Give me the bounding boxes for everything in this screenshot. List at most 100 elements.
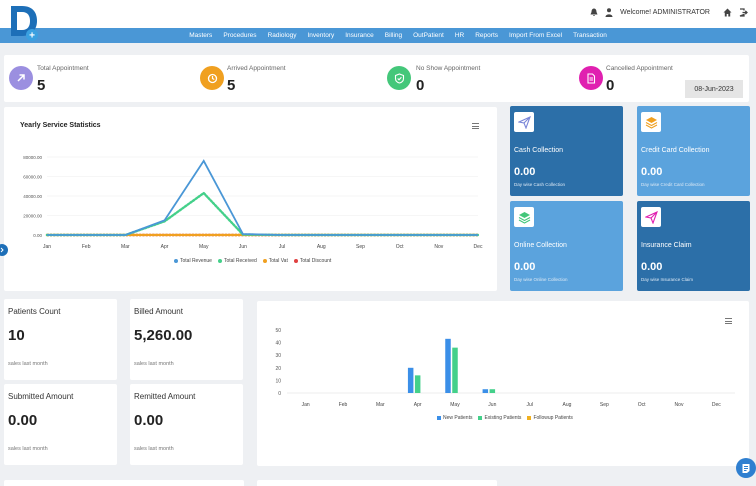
metric-subtitle: sales last month <box>134 361 174 367</box>
tile-title: Cash Collection <box>514 147 564 154</box>
metric-title: Submitted Amount <box>8 392 74 401</box>
metric-value: 5,260.00 <box>134 327 193 344</box>
nav-transaction[interactable]: Transaction <box>573 32 607 39</box>
nav-reports[interactable]: Reports <box>475 32 498 39</box>
stat-label: Arrived Appointment <box>227 65 286 72</box>
legend-item[interactable]: Total Discount <box>293 258 332 264</box>
top-bar: Welcome! ADMINISTRATOR <box>0 0 756 28</box>
logo-plus: + <box>29 31 35 42</box>
legend-item[interactable]: Total Received <box>217 258 257 264</box>
metric-submitted-amount: Submitted Amount 0.00 sales last month <box>4 384 117 465</box>
nav-masters[interactable]: Masters <box>189 32 213 39</box>
line-chart: 0.00 20000.00 40000.00 60000.00 80000.00 Jan F… <box>23 155 483 250</box>
line-chart-legend: Total Revenue Total Received Total Vat Tota… <box>174 258 331 264</box>
bar-new-patients <box>482 389 489 393</box>
x-tick-label: Feb <box>82 244 91 250</box>
x-tick-label: Nov <box>675 402 684 408</box>
metric-title: Patients Count <box>8 307 61 316</box>
y-tick-label: 50 <box>275 328 281 334</box>
x-tick-label: Aug <box>563 402 572 408</box>
metric-billed-amount: Billed Amount 5,260.00 sales last month <box>130 299 243 380</box>
metric-remitted-amount: Remitted Amount 0.00 sales last month <box>130 384 243 465</box>
legend-label: Existing Patients <box>484 415 522 421</box>
legend-marker <box>527 416 532 420</box>
nav-radiology[interactable]: Radiology <box>267 32 297 39</box>
bell-icon[interactable] <box>590 8 598 17</box>
metric-subtitle: sales last month <box>134 446 174 452</box>
user-icon[interactable] <box>605 8 613 17</box>
legend-item[interactable]: New Patients <box>437 415 472 421</box>
x-tick-label: Nov <box>434 244 443 250</box>
tile-cash-collection[interactable]: Cash Collection 0.00 Day wise Cash Colle… <box>510 106 623 196</box>
nav-hr[interactable]: HR <box>454 32 465 39</box>
sidebar-toggle-button[interactable] <box>0 244 8 256</box>
legend-marker <box>478 416 483 420</box>
hamburger-menu-icon[interactable] <box>725 318 732 324</box>
header-actions: Welcome! ADMINISTRATOR <box>590 8 748 17</box>
welcome-text: Welcome! ADMINISTRATOR <box>620 9 710 16</box>
bottom-card-left <box>4 480 244 486</box>
nav-billing[interactable]: Billing <box>384 32 403 39</box>
tile-value: 0.00 <box>514 166 536 178</box>
x-tick-label: Mar <box>121 244 130 250</box>
nav-import-from-excel[interactable]: Import From Excel <box>509 32 563 39</box>
tile-title: Online Collection <box>514 242 567 249</box>
note-icon <box>742 463 750 473</box>
legend-label: Total Revenue <box>180 258 212 264</box>
y-tick-label: 30 <box>275 353 281 359</box>
stat-label: Cancelled Appointment <box>606 65 673 72</box>
tile-online-collection[interactable]: Online Collection 0.00 Day wise Online C… <box>510 201 623 291</box>
legend-item[interactable]: Followup Patients <box>527 415 573 421</box>
legend-marker <box>217 259 222 263</box>
home-icon[interactable] <box>723 8 732 17</box>
legend-label: Total Discount <box>299 258 332 264</box>
metric-value: 10 <box>8 327 25 344</box>
logout-icon[interactable] <box>739 8 748 17</box>
nav-outpatient[interactable]: OutPatient <box>413 32 444 39</box>
x-tick-label: Dec <box>474 244 483 250</box>
x-tick-label: Jan <box>302 402 310 408</box>
legend-item[interactable]: Existing Patients <box>478 415 521 421</box>
x-tick-label: Oct <box>638 402 646 408</box>
metric-title: Billed Amount <box>134 307 183 316</box>
paper-plane-icon <box>514 112 534 132</box>
chevron-right-icon <box>0 247 4 253</box>
tile-value: 0.00 <box>514 261 536 273</box>
tile-credit-card-collection[interactable]: Credit Card Collection 0.00 Day wise Cre… <box>637 106 750 196</box>
y-tick-label: 40 <box>275 341 281 347</box>
stat-label: No Show Appointment <box>416 65 481 72</box>
legend-item[interactable]: Total Vat <box>262 258 288 264</box>
nav-procedures[interactable]: Procedures <box>223 32 257 39</box>
x-tick-label: Feb <box>339 402 348 408</box>
patients-bar-chart-card: 0 10 20 30 40 50 Jan Feb Mar Apr May Jun Jul Aug Sep Oc… <box>257 301 749 466</box>
chart-title: Yearly Service Statistics <box>20 122 101 129</box>
x-tick-label: Dec <box>712 402 721 408</box>
app-logo[interactable]: + <box>8 4 40 42</box>
x-tick-label: Jun <box>239 244 247 250</box>
x-tick-label: Sep <box>600 402 609 408</box>
stat-value: 0 <box>606 77 615 94</box>
x-tick-label: Jul <box>279 244 285 250</box>
metric-title: Remitted Amount <box>134 392 196 401</box>
y-tick-label: 20000.00 <box>23 214 42 219</box>
legend-item[interactable]: Total Revenue <box>174 258 212 264</box>
yearly-service-chart-card: Yearly Service Statistics 0.00 20000.00 40… <box>4 107 497 291</box>
legend-label: New Patients <box>443 415 473 421</box>
shield-check-icon <box>387 66 411 90</box>
metric-patients-count: Patients Count 10 sales last month <box>4 299 117 380</box>
legend-marker <box>293 259 298 263</box>
date-picker[interactable]: 08-Jun-2023 <box>685 80 743 98</box>
hamburger-menu-icon[interactable] <box>472 123 479 129</box>
x-tick-label: May <box>450 402 460 408</box>
nav-inventory[interactable]: Inventory <box>307 32 335 39</box>
bar-new-patients <box>407 367 414 393</box>
floating-chat-button[interactable] <box>736 458 756 478</box>
y-tick-label: 40000.00 <box>23 194 42 199</box>
y-tick-label: 10 <box>275 378 281 384</box>
nav-insurance[interactable]: Insurance <box>345 32 374 39</box>
x-tick-label: Mar <box>376 402 385 408</box>
x-tick-label: May <box>199 244 209 250</box>
legend-label: Total Vat <box>268 258 288 264</box>
tile-insurance-claim[interactable]: Insurance Claim 0.00 Day wise Insurance … <box>637 201 750 291</box>
metric-subtitle: sales last month <box>8 361 48 367</box>
